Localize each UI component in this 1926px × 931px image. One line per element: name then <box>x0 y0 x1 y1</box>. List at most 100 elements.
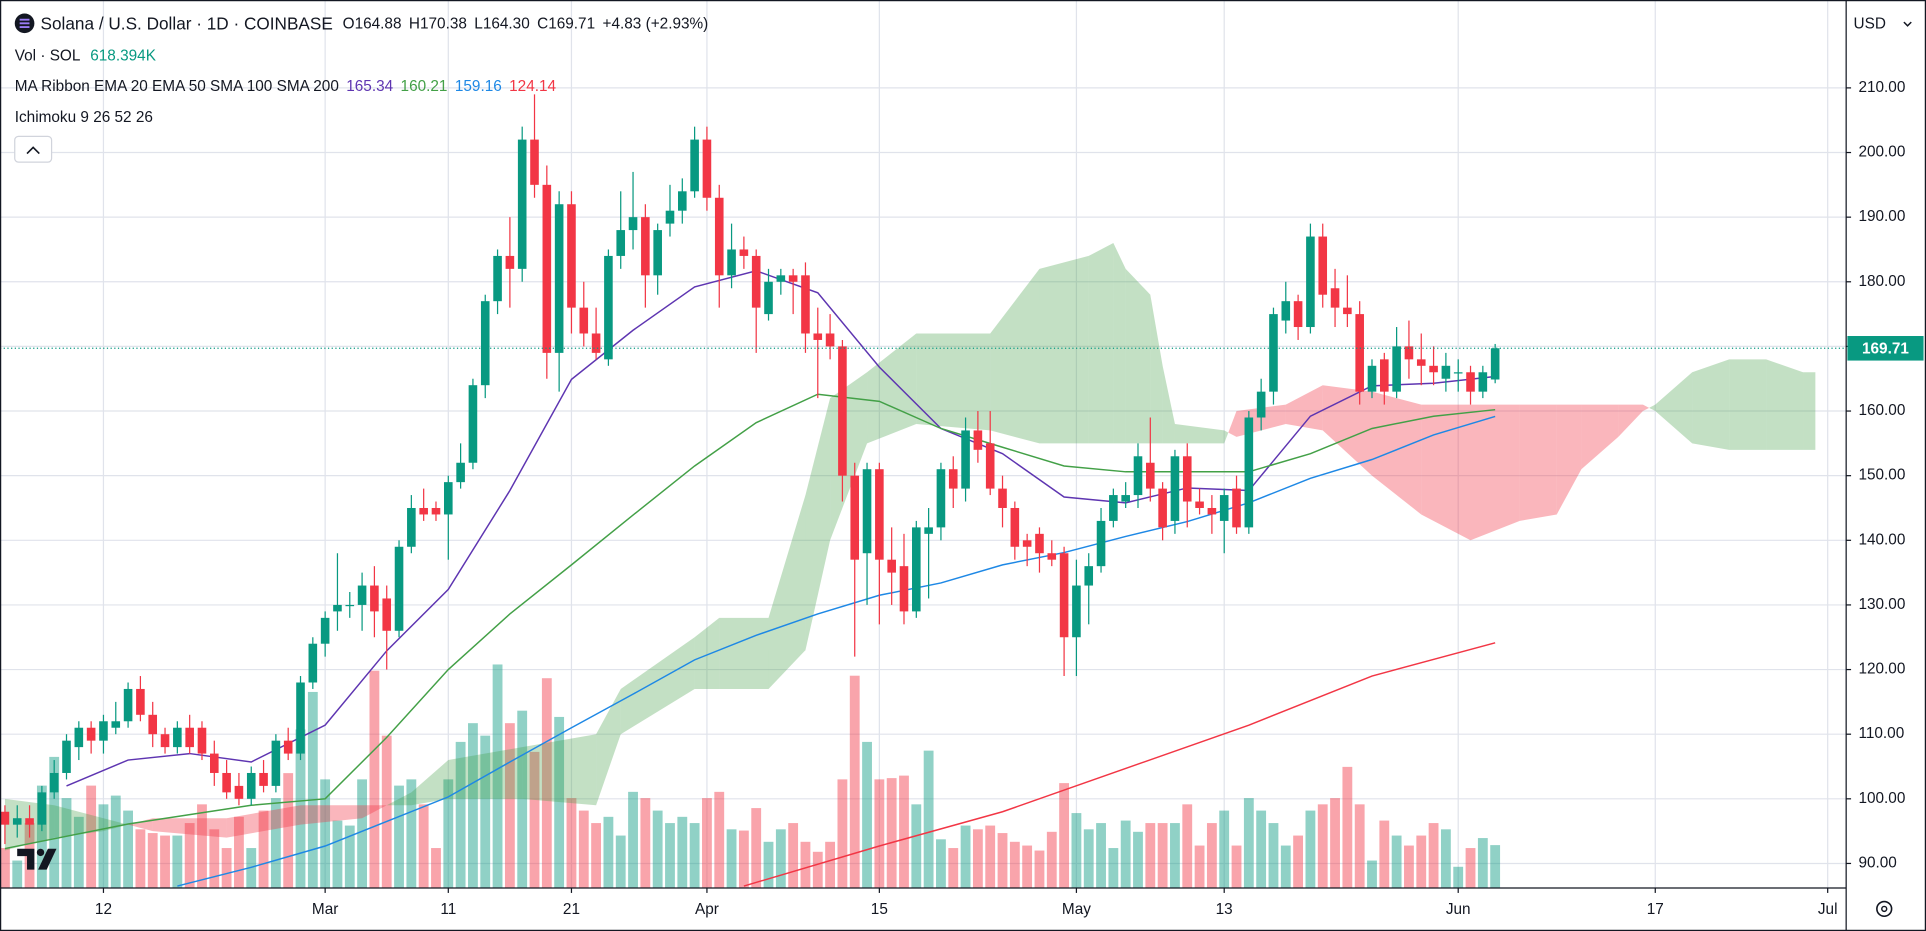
volume-bar <box>221 848 232 889</box>
volume-bar <box>0 848 10 889</box>
volume-bar <box>123 810 133 889</box>
candle-body <box>579 307 589 334</box>
candle-body <box>788 275 798 282</box>
volume-bar <box>1182 804 1193 889</box>
candle-body <box>370 585 379 612</box>
candle-body <box>887 559 896 573</box>
candle-body <box>394 546 404 631</box>
candle-body <box>1182 456 1192 502</box>
candle-body <box>62 740 71 773</box>
candle-body <box>517 139 527 269</box>
volume-bar <box>12 860 23 889</box>
open-value: O164.88 <box>343 16 402 33</box>
volume-bar <box>1342 766 1353 889</box>
candle-body <box>825 333 835 347</box>
collapse-button[interactable] <box>14 135 53 163</box>
ichimoku-cloud <box>386 792 412 806</box>
candle-body <box>345 604 355 607</box>
volume-bar <box>332 820 343 889</box>
ma-legend-value: 159.16 <box>455 78 502 95</box>
y-tick-label: 110.00 <box>1858 725 1904 742</box>
ichimoku-cloud <box>1692 359 1730 450</box>
legend: Solana / U.S. Dollar · 1D · COINBASE O164… <box>14 13 708 163</box>
candle-body <box>714 197 724 276</box>
x-tick-label: 11 <box>440 901 456 918</box>
volume-bar <box>1120 820 1131 889</box>
ichimoku-cloud <box>768 495 806 689</box>
candle-body <box>678 191 687 211</box>
candle-body <box>0 811 10 825</box>
volume-bar <box>406 779 417 889</box>
ichimoku-cloud <box>1766 359 1804 450</box>
candle-body <box>1158 488 1167 528</box>
candle-body <box>357 585 367 605</box>
volume-bar <box>431 848 441 889</box>
candle-body <box>542 184 552 353</box>
volume-bar <box>418 804 429 889</box>
candle-body <box>148 714 158 735</box>
ichimoku-cloud <box>1125 268 1151 444</box>
ichimoku-cloud <box>1088 243 1114 444</box>
candle-body <box>751 255 761 308</box>
candle-body <box>1047 553 1057 560</box>
volume-bar <box>529 751 540 889</box>
volume-bar <box>1083 829 1094 889</box>
candle-body <box>1441 365 1451 379</box>
candle-body <box>862 469 872 554</box>
candle-body <box>259 772 268 786</box>
candle-body <box>1256 391 1266 418</box>
candle-body <box>173 727 182 748</box>
ma-line <box>743 642 1496 887</box>
y-tick-label: 200.00 <box>1858 144 1905 161</box>
settings-button[interactable] <box>1876 900 1893 918</box>
y-tick-label: 90.00 <box>1858 855 1896 872</box>
volume-bar <box>997 833 1008 889</box>
volume-bar <box>1280 845 1291 889</box>
candle-body <box>1355 314 1364 392</box>
candle-body <box>813 333 823 340</box>
candle-body <box>1219 495 1229 521</box>
volume-bar <box>197 804 207 889</box>
volume-bar <box>1219 810 1230 889</box>
volume-bar <box>357 779 368 889</box>
candle-body <box>899 566 909 612</box>
volume-bar <box>234 816 244 889</box>
volume-bar <box>972 829 983 889</box>
volume-bar <box>1256 810 1267 889</box>
currency[interactable]: USD <box>1854 16 1886 33</box>
volume-bar <box>1071 813 1082 889</box>
volume-bar <box>702 798 712 889</box>
last-price-box <box>1847 336 1924 361</box>
volume-bar <box>86 785 97 889</box>
ichimoku-cloud <box>411 760 449 806</box>
candle-body <box>850 475 860 560</box>
volume-bar <box>948 848 959 889</box>
candle-body <box>1195 501 1204 508</box>
candle-body <box>1392 346 1401 392</box>
volume-bar <box>369 670 380 889</box>
volume-bar <box>36 785 47 889</box>
candle-body <box>702 139 712 198</box>
candle-body <box>764 281 773 315</box>
volume-bar <box>837 779 848 889</box>
y-tick-label: 120.00 <box>1858 661 1905 678</box>
volume-bar <box>1416 835 1427 889</box>
candle-body <box>74 727 84 748</box>
candle-body <box>419 507 428 515</box>
candle-body <box>505 255 515 269</box>
volume-bar <box>172 835 183 889</box>
candle-body <box>875 469 884 560</box>
volume-bar <box>307 691 318 889</box>
ichimoku-cloud <box>1150 294 1163 444</box>
volume-bar <box>628 791 638 889</box>
candle-body <box>407 507 416 547</box>
volume-bar <box>1453 866 1464 889</box>
ma-legend-value: 165.34 <box>346 78 393 95</box>
candle-body <box>838 346 847 476</box>
volume-bar <box>726 829 737 889</box>
ma-legend-label: MA Ribbon EMA 20 EMA 50 SMA 100 SMA 200 <box>15 78 339 95</box>
candle-body <box>222 772 231 793</box>
volume-bar <box>49 756 60 889</box>
volume-bar <box>295 729 306 889</box>
